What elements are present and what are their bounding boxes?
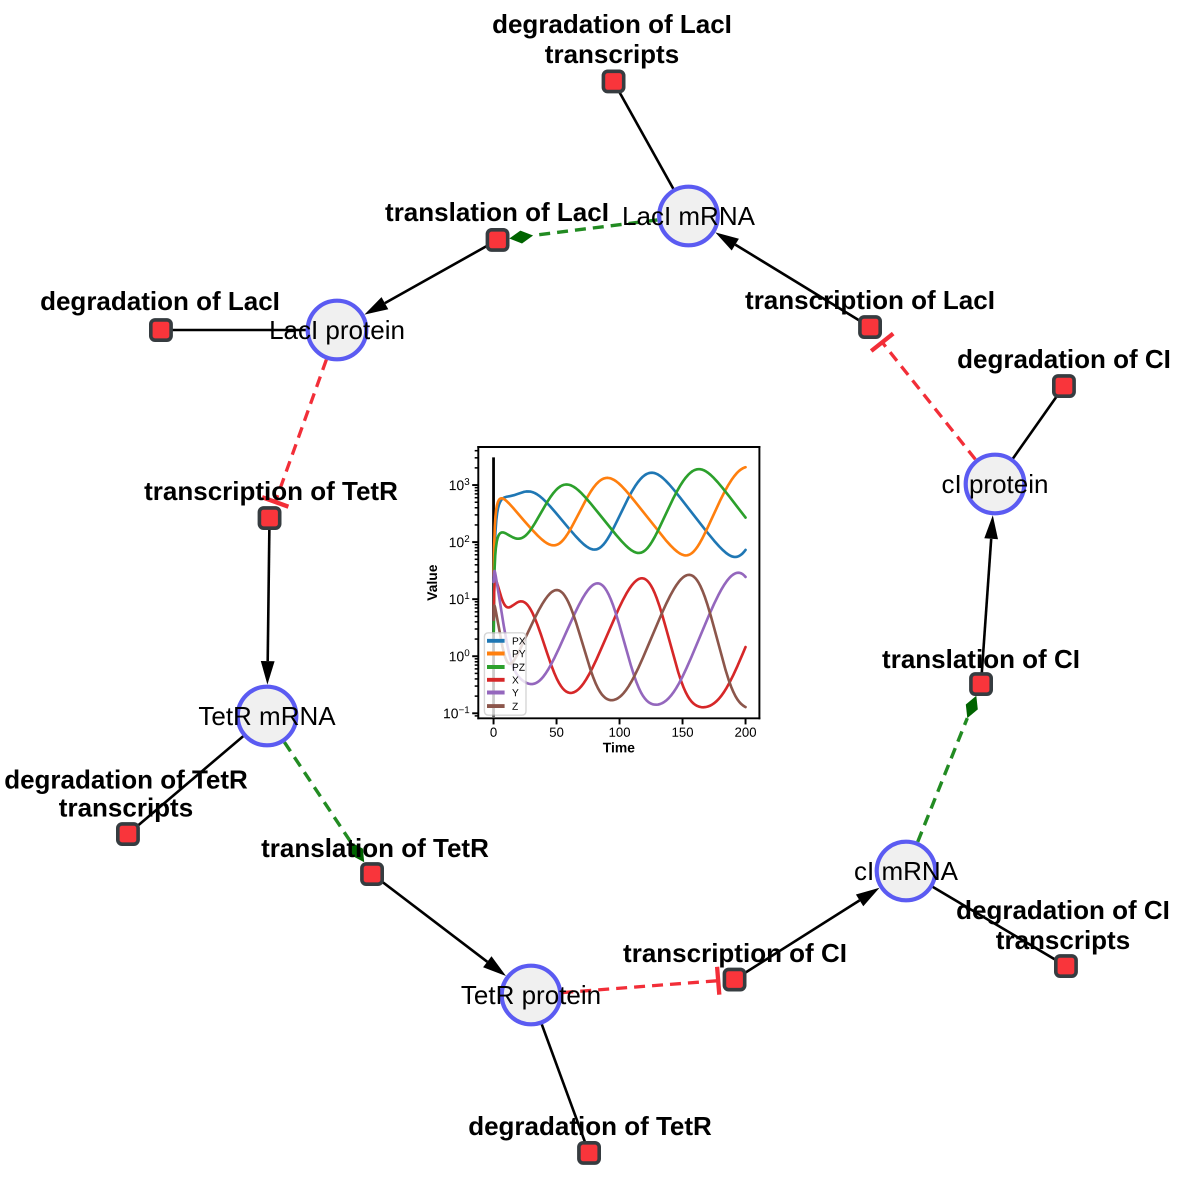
svg-text:transcription of CI: transcription of CI [623,938,847,968]
svg-text:degradation of CI: degradation of CI [956,895,1170,925]
svg-text:transcripts: transcripts [545,39,679,69]
svg-text:degradation of LacI: degradation of LacI [40,286,280,316]
svg-text:degradation of CI: degradation of CI [957,344,1171,374]
svg-text:cI protein: cI protein [942,469,1049,499]
svg-text:translation of TetR: translation of TetR [261,833,489,863]
svg-text:degradation of LacI: degradation of LacI [492,9,732,39]
svg-text:TetR protein: TetR protein [461,980,601,1010]
svg-text:translation of CI: translation of CI [882,644,1080,674]
svg-text:degradation of TetR: degradation of TetR [4,765,248,795]
svg-text:transcripts: transcripts [996,925,1130,955]
svg-text:cI mRNA: cI mRNA [854,856,959,886]
svg-text:LacI mRNA: LacI mRNA [622,201,756,231]
svg-text:transcription of TetR: transcription of TetR [144,476,398,506]
svg-text:TetR mRNA: TetR mRNA [198,701,336,731]
svg-text:LacI protein: LacI protein [269,315,405,345]
svg-text:translation of LacI: translation of LacI [385,197,609,227]
svg-text:transcripts: transcripts [59,793,193,823]
svg-text:transcription of LacI: transcription of LacI [745,285,995,315]
svg-text:degradation of TetR: degradation of TetR [468,1111,712,1141]
